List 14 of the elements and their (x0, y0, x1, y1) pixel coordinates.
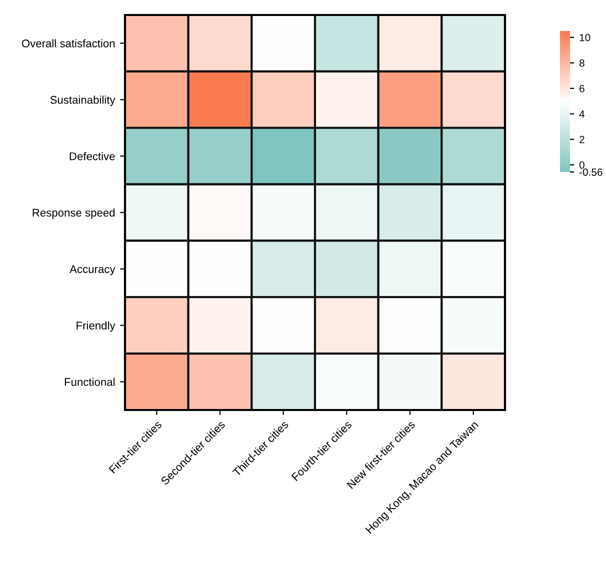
color-bar-label: 6 (580, 84, 584, 92)
color-bar-label: 10 (580, 34, 590, 42)
color-bar-label: 2 (580, 136, 584, 144)
y-tick-label: Functional (64, 378, 115, 386)
y-tick-label: Sustainability (50, 96, 116, 106)
color-bar-label: 8 (579, 59, 584, 67)
y-tick-label: Overall satisfaction (22, 39, 115, 48)
y-tick-label: Response speed (32, 208, 115, 219)
y-tick-label: Friendly (76, 321, 116, 332)
color-bar-label: -0.56 (579, 168, 602, 176)
y-tick-label: Accuracy (70, 265, 116, 276)
y-tick-label: Defective (70, 152, 115, 160)
color-bar-label: 4 (579, 110, 585, 118)
color-bar-label: 0 (579, 161, 584, 169)
